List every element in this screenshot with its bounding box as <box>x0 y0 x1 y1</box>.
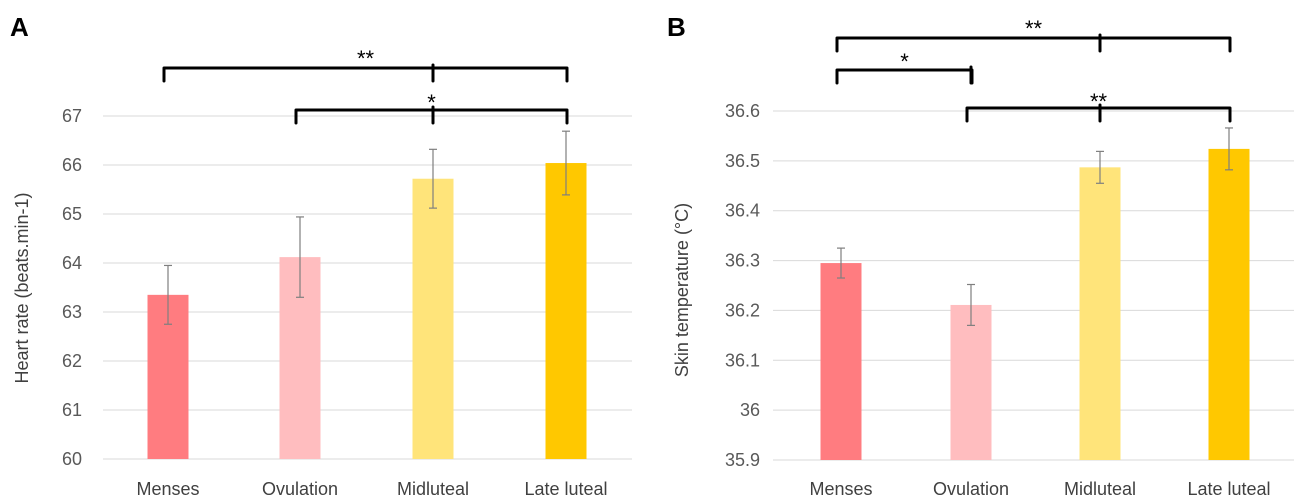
panel-b-error-bar <box>837 247 845 279</box>
panel-a-bar-midluteal <box>412 178 454 459</box>
panel-a-categories: Menses Ovulation Midluteal Late luteal <box>136 479 607 499</box>
panel-a-y-tick-label: 67 <box>62 106 82 126</box>
panel-a-significance-bracket <box>162 63 569 83</box>
panel-a-category-label: Menses <box>136 479 199 499</box>
panel-a-significance: *** <box>162 46 569 125</box>
panel-b-significance: ***** <box>835 16 1232 123</box>
panel-b-bar-late-luteal <box>1208 148 1250 461</box>
panel-b-y-tick-label: 36 <box>740 400 760 420</box>
panel-a-bar-late-luteal <box>545 163 587 460</box>
panel-b-bar-ovulation <box>950 304 992 460</box>
panel-b-category-label: Midluteal <box>1064 479 1136 499</box>
panel-a-bars <box>147 163 587 460</box>
panel-a-y-axis-title: Heart rate (beats.min-1) <box>12 192 32 383</box>
panel-b-error-bars <box>837 127 1233 326</box>
panel-b-category-label: Late luteal <box>1187 479 1270 499</box>
panel-a-category-label: Ovulation <box>262 479 338 499</box>
panel-b-y-tick-label: 36.4 <box>725 201 760 221</box>
panel-b-categories: Menses Ovulation Midluteal Late luteal <box>809 479 1270 499</box>
panel-a-y-tick-label: 63 <box>62 302 82 322</box>
panel-a-grid <box>103 115 632 460</box>
panel-a-y-tick-label: 64 <box>62 253 82 273</box>
panel-b-bar-midluteal <box>1079 167 1121 461</box>
panel-a-significance-bracket <box>294 105 569 125</box>
panel-b-error-bar <box>967 283 975 326</box>
panel-b-error-bar <box>1096 150 1104 184</box>
panel-a-category-label: Midluteal <box>397 479 469 499</box>
panel-b-y-tick-label: 36.3 <box>725 251 760 271</box>
panel-a-error-bar <box>296 216 304 298</box>
panel-a-letter: A <box>10 12 29 42</box>
panel-b-category-label: Menses <box>809 479 872 499</box>
panel-a-error-bar <box>429 148 437 209</box>
panel-b-y-tick-label: 35.9 <box>725 450 760 470</box>
panel-b-y-tick-label: 36.1 <box>725 350 760 370</box>
panel-b-bar-menses <box>820 263 862 460</box>
panel-a-y-tick-label: 62 <box>62 351 82 371</box>
panel-b-y-tick-label: 36.6 <box>725 101 760 121</box>
panel-b-significance-label: * <box>900 49 909 74</box>
panel-b-y-axis-title: Skin temperature (°C) <box>672 203 692 377</box>
panel-b-significance-bracket <box>965 103 1232 123</box>
panel-a-y-tick-label: 65 <box>62 204 82 224</box>
panel-b-significance-bracket <box>835 33 1232 53</box>
panel-b-y-tick-label: 36.5 <box>725 151 760 171</box>
panel-b-error-bar <box>1225 127 1233 171</box>
panel-a-error-bar <box>164 264 172 325</box>
panel-a-error-bars <box>164 130 570 325</box>
panel-a-category-label: Late luteal <box>524 479 607 499</box>
panel-b-y-ticks: 35.9 36 36.1 36.2 36.3 36.4 36.5 36.6 <box>725 101 760 470</box>
panel-b-y-tick-label: 36.2 <box>725 300 760 320</box>
panel-b-significance-bracket <box>835 65 974 85</box>
panel-b-bars <box>820 148 1250 461</box>
panel-b-significance-label: ** <box>1025 16 1043 41</box>
panel-a-error-bar <box>562 130 570 196</box>
panel-a-y-tick-label: 60 <box>62 449 82 469</box>
panel-a-y-tick-label: 61 <box>62 400 82 420</box>
panel-b-category-label: Ovulation <box>933 479 1009 499</box>
panel-b-letter: B <box>667 12 686 42</box>
panel-b-significance-label: ** <box>1090 89 1108 114</box>
panel-a-y-ticks: 60 61 62 63 64 65 66 67 <box>62 106 82 469</box>
panel-a-y-tick-label: 66 <box>62 155 82 175</box>
panel-a-significance-label: * <box>427 90 436 115</box>
panel-a-significance-label: ** <box>357 46 375 71</box>
